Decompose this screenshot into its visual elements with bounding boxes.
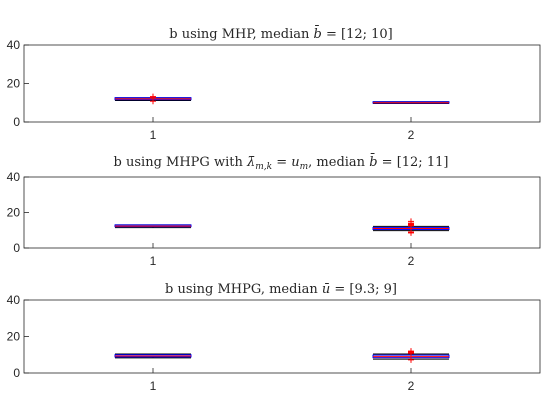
panel-3-axes [23,299,541,374]
panel-3-xtick-label: 1 [150,379,157,393]
panel-1-xtick-label: 1 [150,128,157,142]
panel-1-ytick-label: 40 [7,38,21,52]
panel-1-ytick-label: 0 [13,115,20,129]
panel-2-xtick-label: 2 [408,254,415,268]
panel-2-axes [23,176,541,249]
panel-2: b using MHPG with λ̄m,k = um, median b̄ … [23,153,541,249]
panel-2-ytick-label: 40 [7,170,21,184]
panel-2-ytick-label: 0 [13,241,20,255]
panel-2-ytick-label: 20 [7,206,21,220]
panel-1-xtick-label: 2 [408,128,415,142]
panel-2-title: b using MHPG with λ̄m,k = um, median b̄ … [114,153,449,172]
panel-3-ytick-label: 0 [13,366,20,380]
panel-1-axes [23,44,541,123]
panel-3-title: b using MHPG, median ū = [9.3; 9] [165,282,397,297]
panel-2-xtick-label: 1 [150,254,157,268]
panel-1-ytick-label: 20 [7,77,21,91]
panel-3: b using MHPG, median ū = [9.3; 9] [23,282,541,374]
panel-1: b using MHP, median b̄ = [12; 10] [23,25,541,123]
panel-1-title: b using MHP, median b̄ = [12; 10] [169,25,393,42]
panel-3-xtick-label: 2 [408,379,415,393]
panel-3-ytick-label: 40 [7,293,21,307]
panel-3-ytick-label: 20 [7,330,21,344]
